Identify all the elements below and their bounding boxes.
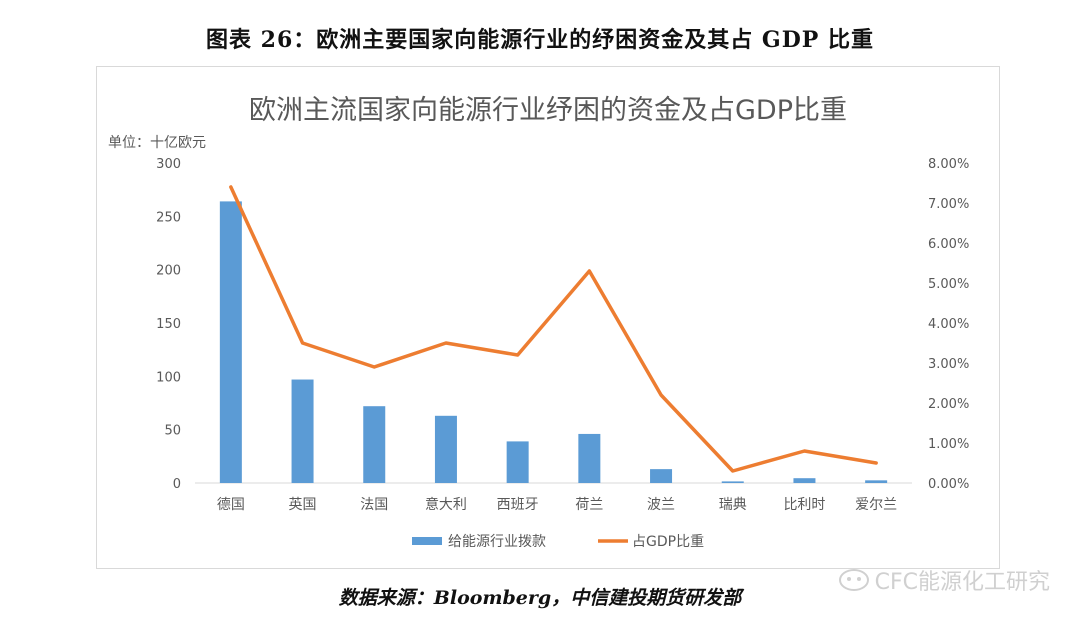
x-tick-label: 荷兰 — [575, 497, 603, 513]
y-right-tick-label: 2.00% — [928, 397, 969, 412]
bar — [865, 480, 888, 483]
x-tick-label: 法国 — [360, 497, 388, 513]
bar — [721, 481, 744, 483]
x-tick-label: 英国 — [289, 496, 317, 513]
watermark: CFC能源化工研究 — [838, 564, 1050, 596]
y-right-tick-label: 6.00% — [928, 237, 969, 252]
bar — [219, 201, 242, 483]
bar — [650, 469, 673, 483]
y-left-tick-label: 200 — [156, 264, 181, 279]
y-left-tick-label: 150 — [156, 317, 181, 332]
watermark-text: CFC能源化工研究 — [874, 570, 1050, 595]
unit-label: 单位：十亿欧元 — [108, 135, 206, 151]
y-left-tick-label: 300 — [156, 157, 181, 172]
y-right-tick-label: 8.00% — [928, 157, 969, 172]
x-tick-label: 爱尔兰 — [855, 497, 897, 513]
wechat-icon — [838, 569, 869, 591]
bar — [291, 379, 314, 483]
legend-label-bar: 给能源行业拨款 — [448, 534, 546, 550]
bar — [363, 406, 386, 483]
y-right-tick-label: 7.00% — [928, 197, 969, 212]
bar — [506, 441, 529, 483]
x-tick-label: 波兰 — [647, 497, 675, 513]
chart-title: 欧洲主流国家向能源行业纾困的资金及占GDP比重 — [249, 95, 847, 126]
figure-caption: 图表 26：欧洲主要国家向能源行业的纾困资金及其占 GDP 比重 — [205, 27, 874, 53]
bar — [793, 478, 816, 483]
legend-label-line: 占GDP比重 — [632, 534, 704, 550]
y-left-tick-label: 100 — [156, 370, 181, 385]
y-left-tick-label: 0 — [173, 477, 181, 492]
y-right-tick-label: 1.00% — [928, 437, 969, 452]
x-tick-label: 德国 — [217, 497, 245, 513]
chart-frame — [96, 66, 1000, 569]
y-left-tick-label: 250 — [156, 210, 181, 225]
bar — [434, 415, 457, 483]
source-note: 数据来源：Bloomberg，中信建投期货研发部 — [338, 587, 742, 609]
x-tick-label: 瑞典 — [719, 497, 747, 513]
x-tick-label: 意大利 — [425, 496, 467, 513]
series-line-gdp-share — [229, 185, 878, 473]
y-right-tick-label: 0.00% — [928, 477, 969, 492]
x-tick-label: 西班牙 — [497, 497, 539, 513]
bar — [578, 433, 601, 483]
y-right-tick-label: 5.00% — [928, 277, 969, 292]
y-left-tick-label: 50 — [164, 424, 181, 439]
y-right-tick-label: 4.00% — [928, 317, 969, 332]
y-right-tick-label: 3.00% — [928, 357, 969, 372]
x-tick-label: 比利时 — [783, 497, 825, 513]
legend-swatch-bar — [412, 537, 442, 545]
